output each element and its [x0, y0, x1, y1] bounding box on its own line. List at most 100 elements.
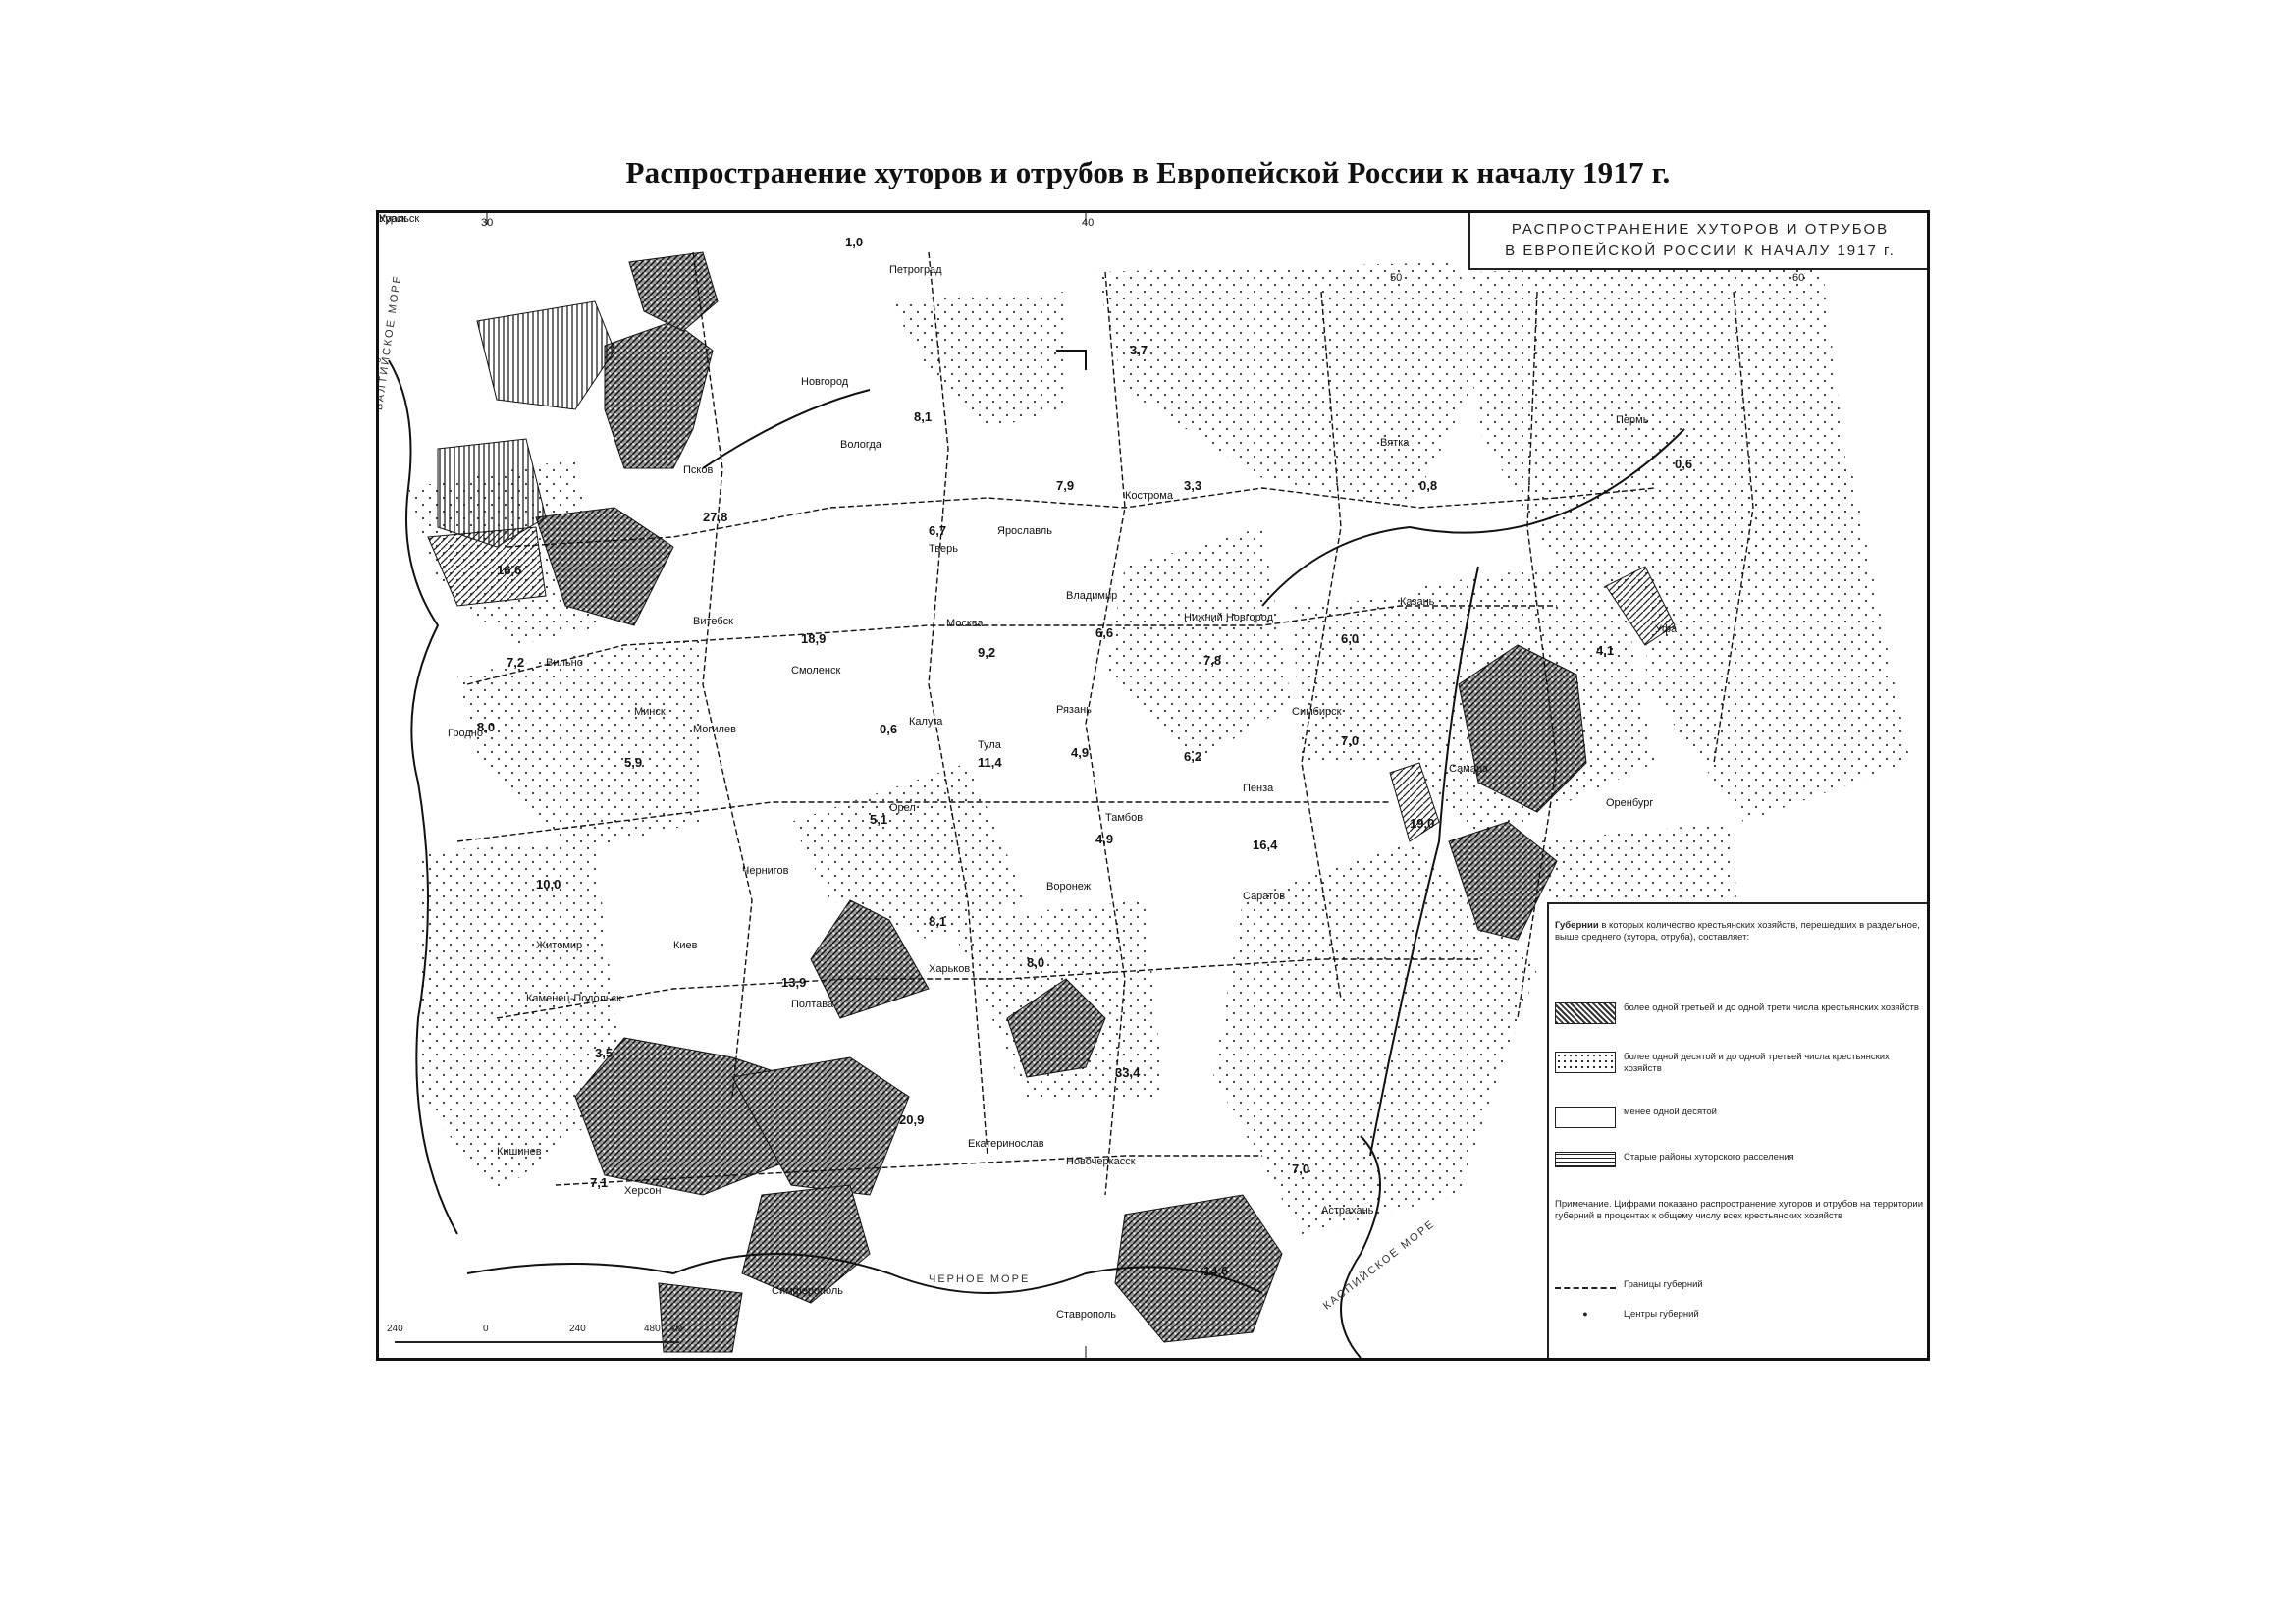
city-label: Херсон: [624, 1185, 662, 1197]
legend-item-text: более одной третьей и до одной трети чис…: [1624, 1002, 1919, 1013]
city-label: Самара: [1449, 763, 1489, 775]
legend-item-text: более одной десятой и до одной третьей ч…: [1624, 1052, 1890, 1074]
city-label: Вологда: [840, 439, 881, 451]
region-value: 16,4: [1253, 838, 1278, 852]
city-label: Вятка: [1380, 437, 1410, 449]
region-value: 10,0: [536, 877, 561, 892]
city-label: Псков: [683, 464, 714, 476]
region-value: 11,4: [978, 755, 1002, 770]
region-value: 6,2: [1184, 749, 1202, 764]
city-label: Петроград: [889, 264, 942, 276]
city-label: Рязань: [1056, 704, 1092, 716]
region-value: 5,1: [870, 812, 888, 827]
city-label: Орел: [889, 802, 916, 814]
city-label: Ярославль: [997, 525, 1052, 537]
meridian-label-40: 40: [1082, 217, 1095, 229]
city-label: Харьков: [929, 963, 971, 975]
map-inset-title-line: В ЕВРОПЕЙСКОЙ РОССИИ К НАЧАЛУ 1917 г.: [1505, 243, 1896, 259]
city-label: Владимир: [1066, 590, 1118, 602]
dense-regions: [535, 251, 1587, 1353]
city-label: Уфа: [1655, 623, 1678, 635]
meridian-label-30: 30: [481, 217, 494, 229]
meridian-label-60: 60: [1792, 272, 1805, 284]
legend-item: более одной десятой и до одной третьей ч…: [1555, 1052, 1927, 1075]
region-value: 19,0: [1410, 816, 1435, 831]
region-value: 7,9: [1056, 478, 1075, 493]
region-value: 8,1: [929, 914, 947, 929]
region-value: 6,0: [1341, 631, 1360, 646]
region-value: 5,9: [624, 755, 643, 770]
province-boundaries: [456, 251, 1754, 1196]
city-label: Астрахань: [1321, 1205, 1374, 1217]
legend-note: Примечание. Цифрами показано распростран…: [1555, 1199, 1924, 1221]
region-value: 7,0: [1341, 733, 1360, 748]
region-value: 0,8: [1419, 478, 1438, 493]
meridian-ticks: [486, 213, 1087, 1358]
legend-item-text: Старые районы хуторского расселения: [1624, 1152, 1794, 1163]
city-label: Новочеркасск: [1066, 1156, 1136, 1167]
city-label: Калуга: [909, 716, 943, 728]
legend-header-text: в которых количество крестьянских хозяйс…: [1555, 920, 1920, 943]
city-label: Каменец-Подольск: [526, 993, 621, 1004]
region-value: 7,1: [590, 1175, 609, 1190]
swatch-boundary: [1555, 1287, 1616, 1289]
region-value: 14,6: [1203, 1264, 1229, 1278]
map-inset-title-line: РАСПРОСТРАНЕНИЕ ХУТОРОВ И ОТРУБОВ: [1511, 221, 1890, 238]
region-value: 8,1: [914, 409, 933, 424]
region-value: 8,0: [477, 720, 496, 734]
region-value: 18,9: [801, 631, 827, 646]
city-label: Симбирск: [1292, 706, 1342, 718]
legend-item-text: Центры губерний: [1624, 1309, 1699, 1320]
legend-item: Старые районы хуторского расселения: [1555, 1152, 1927, 1167]
swatch-dots: [1555, 1052, 1616, 1073]
legend-item-text: менее одной десятой: [1624, 1107, 1717, 1117]
city-label: Уральск: [379, 213, 420, 225]
city-label: Саратов: [1243, 891, 1286, 902]
city-label: Екатеринослав: [968, 1138, 1044, 1150]
legend: Губернии в которых количество крестьянск…: [1547, 902, 1927, 1358]
scale-line: [395, 1341, 679, 1343]
city-label: Киев: [673, 940, 698, 951]
city-label: Могилев: [693, 724, 736, 735]
legend-header: Губернии: [1555, 920, 1599, 931]
city-label: Пермь: [1616, 414, 1649, 426]
city-label: Кострома: [1125, 490, 1173, 502]
city-label: Ставрополь: [1056, 1309, 1117, 1321]
region-value: 3,3: [1184, 478, 1202, 493]
scale-tick: 480: [644, 1324, 661, 1334]
scale-tick: 240: [387, 1324, 403, 1334]
city-label: Нижний Новгород: [1184, 612, 1274, 623]
city-label: Курск: [379, 213, 407, 225]
region-value: 3,5: [595, 1046, 614, 1060]
legend-item: Границы губерний: [1555, 1279, 1927, 1291]
city-label: Симферополь: [772, 1285, 844, 1297]
coastlines-rivers: [388, 350, 1685, 1358]
region-value: 4,9: [1095, 832, 1114, 846]
swatch-blank: [1555, 1107, 1616, 1128]
city-label: Минск: [634, 706, 666, 718]
region-value: 3,7: [1130, 343, 1148, 357]
city-label: Смоленск: [791, 665, 841, 676]
swatch-hatch: [1555, 1152, 1616, 1167]
region-value: 16,6: [497, 563, 522, 577]
city-label: Витебск: [693, 616, 733, 627]
city-label: Новгород: [801, 376, 849, 388]
city-label: Оренбург: [1606, 797, 1654, 809]
region-value: 20,9: [899, 1112, 925, 1127]
city-label: Казань: [1400, 596, 1435, 608]
region-value: 6,6: [1095, 625, 1114, 640]
region-value: 33,4: [1115, 1065, 1141, 1080]
meridian-label-50: 50: [1390, 272, 1403, 284]
city-label: Москва: [946, 618, 984, 629]
city-label: Полтава: [791, 999, 834, 1010]
legend-note-row: Примечание. Цифрами показано распростран…: [1555, 1199, 1927, 1222]
region-value: 0,6: [1675, 457, 1693, 471]
region-value: 1,0: [845, 235, 864, 249]
legend-item: Центры губерний: [1555, 1309, 1927, 1330]
region-value: 7,0: [1292, 1162, 1310, 1176]
region-value: 4,9: [1071, 745, 1090, 760]
region-value: 13,9: [781, 975, 807, 990]
legend-header-row: Губернии в которых количество крестьянск…: [1555, 920, 1927, 944]
city-label: Пенза: [1243, 783, 1274, 794]
map-frame: БАЛТИЙСКОЕ МОРЕ ЧЕРНОЕ МОРЕ КАСПИЙСКОЕ М…: [376, 210, 1930, 1361]
